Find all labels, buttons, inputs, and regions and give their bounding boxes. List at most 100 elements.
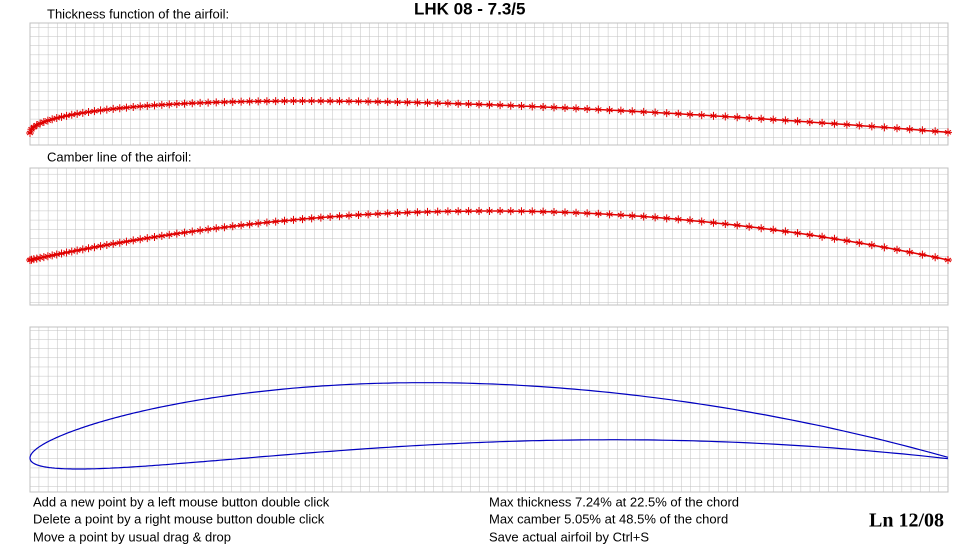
control-point[interactable] <box>561 208 570 217</box>
control-point[interactable] <box>165 100 174 109</box>
control-point[interactable] <box>52 250 61 259</box>
control-point[interactable] <box>39 117 48 126</box>
control-point[interactable] <box>212 224 221 233</box>
control-point[interactable] <box>628 211 637 220</box>
control-point[interactable] <box>393 98 402 107</box>
control-point[interactable] <box>307 96 316 105</box>
control-point[interactable] <box>517 102 526 111</box>
control-point[interactable] <box>237 97 246 106</box>
control-point[interactable] <box>254 97 263 106</box>
control-point[interactable] <box>180 228 189 237</box>
control-point[interactable] <box>298 96 307 105</box>
control-point[interactable] <box>220 223 229 232</box>
control-point[interactable] <box>931 253 940 262</box>
control-point[interactable] <box>73 246 82 255</box>
control-point[interactable] <box>316 97 325 106</box>
control-point[interactable] <box>188 227 197 236</box>
control-point[interactable] <box>36 119 45 128</box>
control-point[interactable] <box>616 211 625 220</box>
control-point[interactable] <box>475 207 484 216</box>
control-point[interactable] <box>721 219 730 228</box>
control-point[interactable] <box>918 250 927 259</box>
control-point[interactable] <box>180 99 189 108</box>
control-point[interactable] <box>709 218 718 227</box>
control-point[interactable] <box>855 238 864 247</box>
control-point[interactable] <box>905 248 914 257</box>
control-point[interactable] <box>280 216 289 225</box>
control-point[interactable] <box>364 210 373 219</box>
control-point[interactable] <box>157 100 166 109</box>
control-point[interactable] <box>393 208 402 217</box>
control-point[interactable] <box>29 255 38 264</box>
control-point[interactable] <box>880 243 889 252</box>
control-point[interactable] <box>413 98 422 107</box>
control-point[interactable] <box>262 218 271 227</box>
control-point[interactable] <box>793 229 802 238</box>
control-point[interactable] <box>115 238 124 247</box>
control-point[interactable] <box>805 230 814 239</box>
control-point[interactable] <box>842 120 851 129</box>
control-point[interactable] <box>662 109 671 118</box>
control-point[interactable] <box>73 109 82 118</box>
control-point[interactable] <box>96 242 105 251</box>
control-point[interactable] <box>662 214 671 223</box>
control-point[interactable] <box>383 209 392 218</box>
control-point[interactable] <box>373 209 382 218</box>
control-point[interactable] <box>733 221 742 230</box>
control-point[interactable] <box>880 123 889 132</box>
control-point[interactable] <box>733 113 742 122</box>
control-point[interactable] <box>289 215 298 224</box>
control-point[interactable] <box>143 101 152 110</box>
control-point[interactable] <box>150 233 159 242</box>
control-point[interactable] <box>196 226 205 235</box>
control-point[interactable] <box>454 207 463 216</box>
control-point[interactable] <box>818 118 827 127</box>
control-point[interactable] <box>212 98 221 107</box>
control-point[interactable] <box>109 104 118 113</box>
control-point[interactable] <box>485 207 494 215</box>
control-point[interactable] <box>893 245 902 254</box>
control-point[interactable] <box>122 237 131 246</box>
control-point[interactable] <box>62 248 71 257</box>
control-point[interactable] <box>90 107 99 116</box>
control-point[interactable] <box>48 115 57 124</box>
control-point[interactable] <box>413 208 422 217</box>
control-point[interactable] <box>918 126 927 135</box>
control-point[interactable] <box>43 252 52 261</box>
control-point[interactable] <box>165 230 174 239</box>
control-point[interactable] <box>842 236 851 245</box>
control-point[interactable] <box>433 207 442 216</box>
control-point[interactable] <box>129 236 138 245</box>
control-point[interactable] <box>757 224 766 233</box>
control-point[interactable] <box>583 104 592 113</box>
control-point[interactable] <box>757 114 766 123</box>
control-point[interactable] <box>561 103 570 112</box>
control-point[interactable] <box>373 97 382 106</box>
control-point[interactable] <box>433 99 442 108</box>
control-point[interactable] <box>316 213 325 222</box>
control-point[interactable] <box>605 106 614 115</box>
control-point[interactable] <box>639 107 648 116</box>
control-point[interactable] <box>354 97 363 106</box>
control-point[interactable] <box>228 222 237 231</box>
control-point[interactable] <box>204 98 213 107</box>
control-point[interactable] <box>769 115 778 124</box>
control-point[interactable] <box>944 256 952 264</box>
control-point[interactable] <box>674 215 683 224</box>
control-point[interactable] <box>102 240 111 249</box>
control-point[interactable] <box>572 208 581 217</box>
control-point[interactable] <box>674 109 683 118</box>
control-point[interactable] <box>326 97 335 106</box>
control-point[interactable] <box>109 239 118 248</box>
control-point[interactable] <box>454 99 463 108</box>
control-point[interactable] <box>403 208 412 217</box>
control-point[interactable] <box>905 125 914 134</box>
control-point[interactable] <box>818 232 827 241</box>
control-point[interactable] <box>188 99 197 108</box>
control-point[interactable] <box>39 253 48 262</box>
control-point[interactable] <box>697 217 706 226</box>
control-point[interactable] <box>403 98 412 107</box>
control-point[interactable] <box>697 111 706 120</box>
control-point[interactable] <box>344 211 353 220</box>
control-point[interactable] <box>550 103 559 112</box>
